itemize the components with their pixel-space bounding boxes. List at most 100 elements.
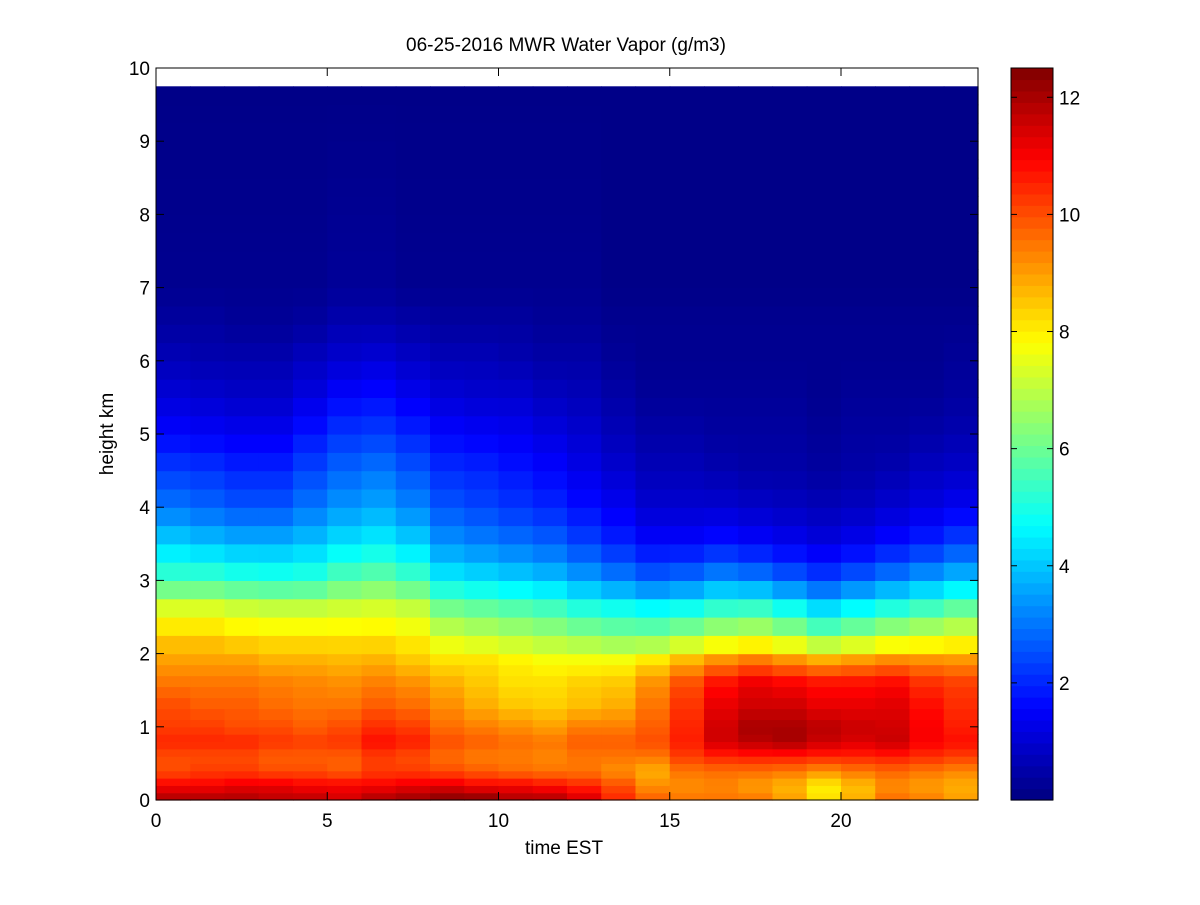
colorbar-segment (1011, 365, 1053, 378)
heatmap-cell (464, 748, 500, 757)
heatmap-cell (943, 324, 979, 344)
heatmap-cell (361, 734, 397, 743)
heatmap-cell (190, 452, 226, 472)
colorbar-segment (1011, 422, 1053, 435)
colorbar-segment (1011, 331, 1053, 344)
heatmap-cell (704, 748, 739, 757)
colorbar-segment (1011, 548, 1053, 561)
heatmap-cell (806, 342, 842, 362)
heatmap-cell (806, 214, 842, 234)
heatmap-cell (361, 562, 397, 581)
heatmap-cell (772, 488, 808, 508)
heatmap-cell (738, 342, 774, 362)
heatmap-cell (601, 763, 637, 772)
heatmap-cell (293, 452, 328, 472)
heatmap-cell (601, 452, 637, 472)
heatmap-cell (806, 86, 842, 106)
heatmap-cell (293, 653, 328, 666)
colorbar-segment (1011, 582, 1053, 595)
heatmap-cell (738, 415, 774, 435)
heatmap-cell (806, 196, 842, 215)
heatmap-cell (464, 196, 500, 215)
heatmap-cell (430, 770, 465, 779)
colorbar-segment (1011, 639, 1053, 652)
heatmap-cell (669, 675, 705, 688)
heatmap-cell (190, 379, 226, 398)
colorbar-segment (1011, 159, 1053, 172)
heatmap-cell (669, 778, 705, 786)
heatmap-cell (361, 792, 397, 801)
heatmap-cell (190, 756, 226, 764)
heatmap-cell (190, 141, 226, 161)
heatmap-cell (258, 104, 294, 124)
heatmap-cell (669, 104, 705, 124)
y-tick-label: 6 (139, 352, 150, 373)
colorbar-segment (1011, 308, 1053, 321)
heatmap-cell (601, 177, 637, 197)
heatmap-cell (327, 653, 363, 666)
heatmap-cell (395, 434, 431, 453)
heatmap-cell (841, 159, 876, 179)
heatmap-cell (909, 675, 945, 688)
heatmap-cell (704, 305, 739, 325)
heatmap-cell (464, 697, 500, 710)
heatmap-cell (841, 653, 876, 666)
heatmap-cell (395, 770, 431, 779)
heatmap-cell (704, 635, 739, 655)
heatmap-cell (464, 141, 500, 161)
heatmap-cell (327, 177, 363, 197)
colorbar-frame (1010, 67, 1054, 801)
heatmap-cell (669, 741, 705, 750)
heatmap-cell (464, 122, 500, 142)
colorbar-tick-label: 2 (1059, 674, 1070, 695)
heatmap-cell (601, 664, 637, 677)
heatmap-cell (498, 379, 534, 398)
heatmap-cell (806, 452, 842, 472)
heatmap-cell (293, 580, 328, 600)
heatmap-cell (190, 675, 226, 688)
y-tick-label: 1 (139, 718, 150, 739)
heatmap-cell (875, 580, 911, 600)
heatmap-cell (190, 653, 226, 666)
heatmap-cell (532, 726, 568, 735)
heatmap-cell (841, 778, 876, 786)
heatmap-cell (532, 177, 568, 197)
heatmap-cell (806, 778, 842, 786)
heatmap-cell (567, 697, 602, 710)
heatmap-cell (909, 719, 945, 728)
heatmap-cell (190, 397, 226, 417)
heatmap-cell (704, 342, 739, 362)
heatmap-cell (669, 686, 705, 699)
heatmap-cell (156, 122, 191, 142)
heatmap-cell (704, 397, 739, 417)
heatmap-cell (430, 196, 465, 215)
heatmap-cell (669, 763, 705, 772)
heatmap-cell (772, 434, 808, 453)
heatmap-cell (190, 562, 226, 581)
heatmap-cell (224, 397, 260, 417)
heatmap-cell (738, 792, 774, 801)
colorbar-segment (1011, 605, 1053, 618)
heatmap-cell (841, 324, 876, 344)
heatmap-cell (293, 543, 328, 563)
heatmap-cell (430, 748, 465, 757)
heatmap-cell (909, 379, 945, 398)
heatmap-cell (738, 232, 774, 252)
heatmap-cell (224, 488, 260, 508)
heatmap-cell (464, 507, 500, 527)
heatmap-cell (841, 697, 876, 710)
heatmap-cell (464, 324, 500, 344)
heatmap-cell (224, 86, 260, 106)
heatmap-cell (190, 104, 226, 124)
colorbar-segment (1011, 502, 1053, 515)
heatmap-cell (498, 214, 534, 234)
heatmap-cell (156, 543, 191, 563)
heatmap-cell (156, 397, 191, 417)
heatmap-cell (190, 770, 226, 779)
heatmap-cell (669, 196, 705, 215)
heatmap-cell (258, 635, 294, 655)
heatmap-cell (806, 653, 842, 666)
colorbar-segment (1011, 525, 1053, 538)
heatmap-cell (567, 269, 602, 289)
heatmap-cell (601, 269, 637, 289)
